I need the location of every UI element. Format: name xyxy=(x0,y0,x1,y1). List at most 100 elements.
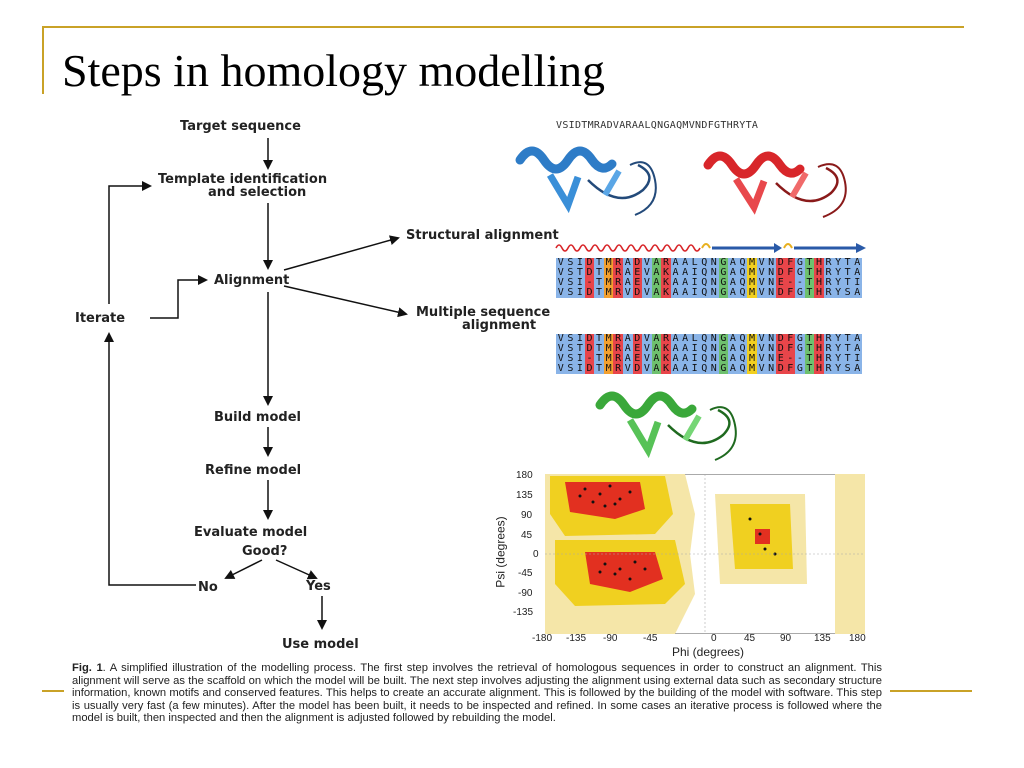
alignment-residue: V xyxy=(756,353,767,364)
alignment-residue: A xyxy=(670,277,681,288)
alignment-residue: D xyxy=(584,287,595,298)
alignment-residue: A xyxy=(728,267,738,278)
alignment-residue: A xyxy=(670,353,681,364)
alignment-residue: E xyxy=(632,267,643,278)
alignment-residue: V xyxy=(642,343,652,354)
alignment-residue: V xyxy=(556,277,566,288)
alignment-residue: A xyxy=(728,333,738,344)
alignment-residue: R xyxy=(823,333,834,344)
xtick-45: 45 xyxy=(744,633,756,644)
flow-good: Good? xyxy=(242,544,288,559)
alignment-residue: L xyxy=(689,257,700,268)
alignment-residue: Q xyxy=(737,363,748,374)
ytick-45: 45 xyxy=(521,530,533,541)
alignment-residue: V xyxy=(556,257,566,268)
alignment-residue: D xyxy=(775,333,786,344)
alignment-residue: V xyxy=(756,287,767,298)
alignment-residue: T xyxy=(842,353,853,364)
alignment-residue: A xyxy=(728,363,738,374)
alignment-residue: R xyxy=(613,343,623,354)
alignment-residue: T xyxy=(804,353,815,364)
alignment-residue: I xyxy=(575,333,585,344)
alignment-residue: N xyxy=(766,277,776,288)
alignment-residue: G xyxy=(718,333,729,344)
alignment-residue: A xyxy=(670,343,681,354)
alignment-residue: T xyxy=(804,333,815,344)
alignment-residue: Q xyxy=(737,287,748,298)
alignment-residue: M xyxy=(747,353,757,364)
alignment-residue: A xyxy=(622,277,633,288)
alignment-residue: V xyxy=(556,343,566,354)
alignment-residue: A xyxy=(728,257,738,268)
alignment-residue: H xyxy=(814,287,824,298)
alignment-residue: N xyxy=(766,333,776,344)
alignment-residue: A xyxy=(680,257,690,268)
alignment-residue: I xyxy=(689,287,700,298)
alignment-residue: D xyxy=(775,343,786,354)
residue-points xyxy=(578,484,777,581)
alignment-residue: G xyxy=(795,287,805,298)
ytick--135: -135 xyxy=(513,607,534,618)
alignment-residue: S xyxy=(565,363,576,374)
alignment-residue: R xyxy=(823,353,834,364)
built-model-structure xyxy=(595,391,737,461)
alignment-residue: R xyxy=(823,363,834,374)
alignment-residue: S xyxy=(842,287,853,298)
alignment-residue: A xyxy=(728,287,738,298)
figure-caption: Fig. 1. A simplified illustration of the… xyxy=(72,662,882,725)
flow-template-line1: Template identification xyxy=(158,172,328,187)
alignment-residue: Q xyxy=(737,353,748,364)
iterate-to-template xyxy=(108,181,152,304)
alignment-residue: A xyxy=(852,267,862,278)
alignment-residue: L xyxy=(689,333,700,344)
alignment-residue: V xyxy=(556,353,566,364)
xtick--90: -90 xyxy=(603,633,618,644)
alignment-residue: R xyxy=(823,287,834,298)
alignment-residue: Q xyxy=(699,287,709,298)
alignment-residue: Y xyxy=(833,277,843,288)
alignment-residue: T xyxy=(575,343,585,354)
alignment-residue: R xyxy=(661,333,671,344)
alignment-residue: I xyxy=(575,363,585,374)
alignment-residue: Q xyxy=(737,333,748,344)
alignment-residue: I xyxy=(575,257,585,268)
alignment-residue: Q xyxy=(699,277,709,288)
alignment-residue: D xyxy=(632,257,643,268)
alignment-residue: K xyxy=(661,267,671,278)
alignment-residue: F xyxy=(785,333,796,344)
alignment-residue: V xyxy=(642,287,652,298)
alignment-residue: V xyxy=(556,267,566,278)
alignment-residue: A xyxy=(680,353,690,364)
alignment-residue: A xyxy=(728,353,738,364)
alignment-residue: A xyxy=(651,257,662,268)
alignment-residue: D xyxy=(632,363,643,374)
alignment-residue: Q xyxy=(737,343,748,354)
alignment-residue: N xyxy=(709,363,719,374)
alignment-residue: T xyxy=(804,277,815,288)
alignment-residue: M xyxy=(747,287,757,298)
alignment-residue: D xyxy=(584,363,595,374)
alignment-residue: R xyxy=(613,277,623,288)
alignment-residue: T xyxy=(804,343,815,354)
flow-no: No xyxy=(198,580,218,595)
alignment-residue: R xyxy=(613,353,623,364)
alignment-residue: R xyxy=(613,333,623,344)
alignment-residue: A xyxy=(852,343,862,354)
alignment-residue: V xyxy=(756,257,767,268)
alignment-residue: N xyxy=(709,267,719,278)
alignment-residue: R xyxy=(613,287,623,298)
alignment-residue: A xyxy=(680,343,690,354)
alignment-residue: N xyxy=(766,363,776,374)
alignment-residue: R xyxy=(823,277,834,288)
alignment-residue: I xyxy=(575,287,585,298)
alignment-residue: V xyxy=(642,257,652,268)
alignment-residue: T xyxy=(594,343,604,354)
ytick--45: -45 xyxy=(518,568,533,579)
alignment-residue: R xyxy=(823,267,834,278)
alignment-residue: T xyxy=(594,363,604,374)
alignment-residue: Q xyxy=(699,353,709,364)
ytick--90: -90 xyxy=(518,588,533,599)
xtick-180: 180 xyxy=(849,633,866,644)
alignment-residue: I xyxy=(852,353,862,364)
